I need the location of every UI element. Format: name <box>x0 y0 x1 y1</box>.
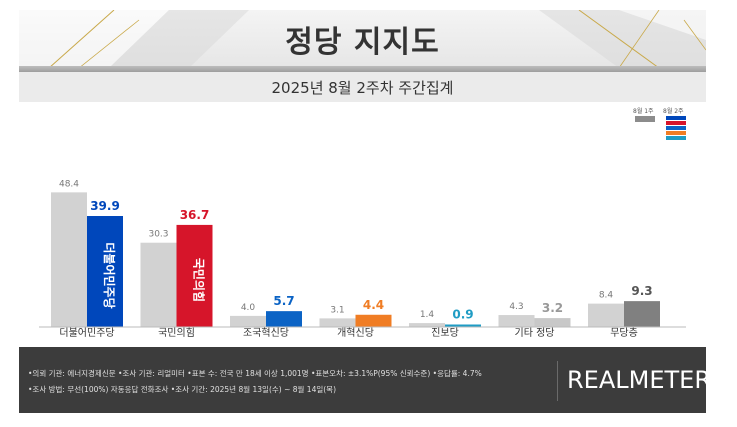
legend-prev-swatch <box>635 116 655 122</box>
data-label-prev-6: 8.4 <box>599 291 614 301</box>
bar-prev-1 <box>140 242 177 327</box>
data-label-prev-5: 4.3 <box>509 302 523 312</box>
data-label-current-5: 3.2 <box>542 301 563 315</box>
category-label-2: 조국혁신당 <box>243 327 289 339</box>
legend-current-color-4 <box>666 136 686 140</box>
bar-current-5 <box>534 318 571 327</box>
chart-subtitle: 2025년 8월 2주차 주간집계 <box>271 79 454 97</box>
bar-chart: 48.4 39.9 더불어민주당 더불어민주당 30.3 36.7 국민의힘 국민의힘 4.0 5… <box>19 102 706 340</box>
category-label-5: 기타 정당 <box>515 327 555 339</box>
data-label-current-3: 4.4 <box>363 298 384 312</box>
poll-card: 정당 지지도 2025년 8월 2주차 주간집계 8월 1주 8월 2주 48.… <box>19 10 706 413</box>
data-label-prev-3: 3.1 <box>330 305 344 315</box>
bar-prev-0 <box>51 192 87 327</box>
data-label-current-0: 39.9 <box>90 199 120 213</box>
bar-current-3 <box>355 314 392 327</box>
data-label-current-2: 5.7 <box>273 294 294 308</box>
legend-current-swatch <box>666 116 686 140</box>
bar-current-1 <box>176 224 213 327</box>
data-label-prev-2: 4.0 <box>241 303 256 313</box>
bar-prev-5 <box>498 315 535 327</box>
bar-prev-4 <box>409 323 445 327</box>
party-logo-0: 더불어민주당 <box>102 242 117 308</box>
banner-decoration <box>19 10 706 68</box>
bar-current-6 <box>624 301 660 327</box>
data-label-current-1: 36.7 <box>180 208 210 222</box>
methodology-note-2: •조사 방법: 무선(100%) 자동응답 전화조사 •조사 기간: 2025년… <box>28 385 337 394</box>
legend-prev-label: 8월 1주 <box>633 108 654 115</box>
footer-divider <box>557 361 558 401</box>
party-logo-1: 국민의힘 <box>192 258 207 302</box>
banner-divider <box>19 66 706 72</box>
bar-prev-2 <box>230 315 266 327</box>
legend-current-color-3 <box>666 131 686 135</box>
legend-current-color-2 <box>666 126 686 130</box>
data-label-prev-4: 1.4 <box>420 310 435 320</box>
category-label-0: 더불어민주당 <box>59 327 114 339</box>
bar-current-0 <box>87 216 123 327</box>
category-label-4: 진보당 <box>431 327 459 339</box>
legend-current-color-1 <box>666 121 686 125</box>
methodology-note-1: •의뢰 기관: 에너지경제신문 •조사 기관: 리얼미터 •표본 수: 전국 만… <box>28 369 482 378</box>
chart-legend: 8월 1주 8월 2주 <box>631 106 701 146</box>
footer: •의뢰 기관: 에너지경제신문 •조사 기관: 리얼미터 •표본 수: 전국 만… <box>19 347 706 413</box>
title-banner: 정당 지지도 <box>19 10 706 68</box>
data-label-current-6: 9.3 <box>631 284 652 298</box>
page-title: 정당 지지도 <box>285 25 440 60</box>
category-label-1: 국민의힘 <box>158 327 195 339</box>
bar-prev-3 <box>319 318 356 327</box>
legend-current-color-0 <box>666 116 686 120</box>
category-label-3: 개혁신당 <box>337 327 374 339</box>
bar-prev-6 <box>588 303 624 327</box>
data-label-prev-0: 48.4 <box>59 179 79 189</box>
category-label-6: 무당층 <box>610 327 638 339</box>
legend-current-label: 8월 2주 <box>663 108 684 115</box>
data-label-prev-1: 30.3 <box>148 230 168 240</box>
bar-current-4 <box>445 324 481 327</box>
data-label-current-4: 0.9 <box>452 307 473 321</box>
bar-current-2 <box>266 311 302 327</box>
brand-logo: REALMETER <box>567 366 706 394</box>
subtitle-band: 2025년 8월 2주차 주간집계 <box>19 72 706 102</box>
